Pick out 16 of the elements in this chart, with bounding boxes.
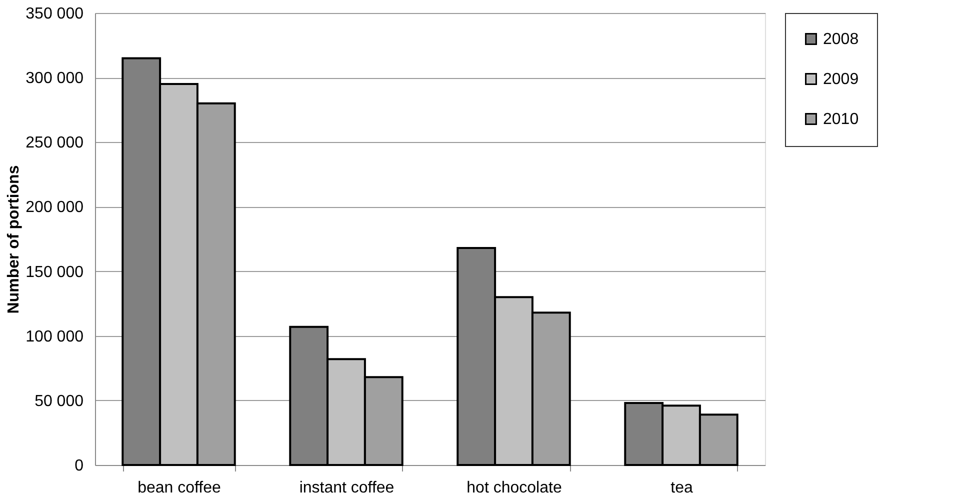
y-tick-label: 100 000: [26, 328, 84, 346]
x-tick-label: bean coffee: [138, 480, 222, 494]
legend-label: 2010: [823, 111, 859, 128]
y-tick-label: 50 000: [34, 392, 84, 410]
y-tick-label: 250 000: [26, 134, 84, 152]
x-tick-label: instant coffee: [299, 480, 394, 494]
x-tick-label: tea: [670, 480, 693, 494]
y-tick-label: 350 000: [26, 6, 84, 22]
y-tick-label: 200 000: [26, 199, 84, 216]
y-axis-title: Number of portions: [6, 165, 23, 314]
legend-label: 2009: [823, 71, 859, 88]
y-tick-label: 300 000: [26, 70, 84, 88]
y-tick-label: 150 000: [26, 264, 84, 281]
x-tick-label: hot chocolate: [466, 480, 562, 494]
legend-label: 2008: [823, 31, 859, 48]
y-tick-label: 0: [74, 458, 84, 474]
